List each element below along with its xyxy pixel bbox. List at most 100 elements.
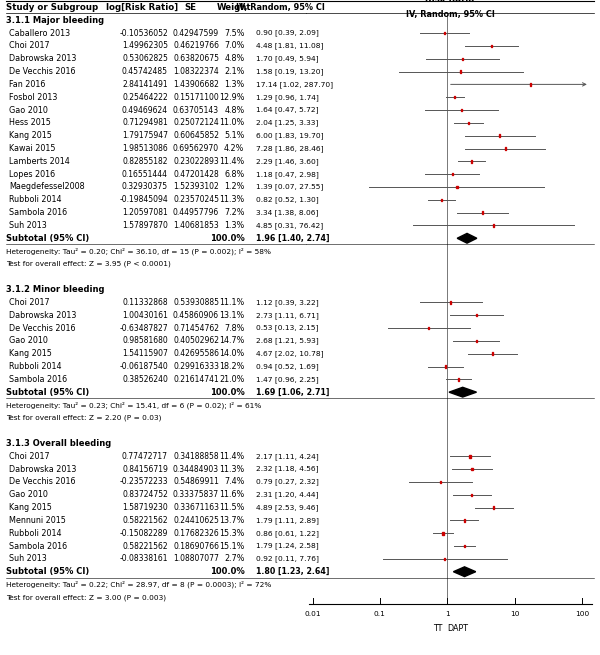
- Text: SE: SE: [185, 3, 197, 12]
- Text: 0.47201428: 0.47201428: [173, 170, 219, 179]
- Text: 17.14 [1.02, 287.70]: 17.14 [1.02, 287.70]: [257, 81, 334, 88]
- Bar: [450, 301, 451, 304]
- Text: 5.1%: 5.1%: [224, 131, 245, 140]
- Text: 1.79175947: 1.79175947: [122, 131, 168, 140]
- Text: 10: 10: [510, 611, 520, 617]
- Text: 1.98513086: 1.98513086: [122, 144, 168, 153]
- Bar: [472, 468, 473, 470]
- Bar: [441, 198, 442, 201]
- Text: 1.43906682: 1.43906682: [173, 80, 219, 89]
- Text: -0.15082289: -0.15082289: [119, 529, 168, 538]
- Text: 1.00430161: 1.00430161: [122, 310, 168, 320]
- Text: Test for overall effect: Z = 2.20 (P = 0.03): Test for overall effect: Z = 2.20 (P = 0…: [6, 415, 161, 421]
- Text: 0.46219766: 0.46219766: [173, 41, 219, 50]
- Text: 4.8%: 4.8%: [224, 105, 245, 115]
- Text: -0.63487827: -0.63487827: [119, 324, 168, 333]
- Bar: [493, 506, 494, 509]
- Text: 12.9%: 12.9%: [219, 93, 245, 102]
- Text: 1.79 [1.11, 2.89]: 1.79 [1.11, 2.89]: [257, 517, 320, 524]
- Text: 100: 100: [575, 611, 589, 617]
- Text: 0.53062825: 0.53062825: [122, 54, 168, 64]
- Bar: [491, 45, 492, 47]
- Text: 14.0%: 14.0%: [219, 349, 245, 358]
- Bar: [530, 83, 531, 86]
- Text: 0.84156719: 0.84156719: [122, 464, 168, 474]
- Text: 0.71294981: 0.71294981: [122, 119, 168, 127]
- Text: 0.69562970: 0.69562970: [173, 144, 219, 153]
- Text: 0.25072124: 0.25072124: [173, 119, 219, 127]
- Text: 0.29916333: 0.29916333: [173, 362, 219, 371]
- Text: 2.04 [1.25, 3.33]: 2.04 [1.25, 3.33]: [257, 119, 319, 126]
- Text: Fosbol 2013: Fosbol 2013: [9, 93, 58, 102]
- Text: Choi 2017: Choi 2017: [9, 41, 50, 50]
- Text: De Vecchis 2016: De Vecchis 2016: [9, 67, 76, 76]
- Text: Subtotal (95% CI): Subtotal (95% CI): [6, 234, 89, 243]
- Text: 6.00 [1.83, 19.70]: 6.00 [1.83, 19.70]: [257, 132, 324, 139]
- Text: Rubboli 2014: Rubboli 2014: [9, 529, 62, 538]
- Text: 0.01: 0.01: [304, 611, 321, 617]
- Text: 6.8%: 6.8%: [224, 170, 245, 179]
- Bar: [464, 545, 465, 548]
- Text: 3.1.1 Major bleeding: 3.1.1 Major bleeding: [6, 16, 104, 25]
- Text: 1.39 [0.07, 27.55]: 1.39 [0.07, 27.55]: [257, 183, 324, 191]
- Text: 1.29 [0.96, 1.74]: 1.29 [0.96, 1.74]: [257, 94, 319, 101]
- Text: 0.38526240: 0.38526240: [122, 375, 168, 384]
- Text: Gao 2010: Gao 2010: [9, 105, 48, 115]
- Text: Kang 2015: Kang 2015: [9, 503, 52, 512]
- Text: De Vecchis 2016: De Vecchis 2016: [9, 477, 76, 487]
- Bar: [482, 212, 483, 214]
- Text: 7.5%: 7.5%: [224, 29, 245, 37]
- Text: 0.94 [0.52, 1.69]: 0.94 [0.52, 1.69]: [257, 363, 319, 370]
- Text: 1.80 [1.23, 2.64]: 1.80 [1.23, 2.64]: [257, 567, 330, 576]
- Bar: [471, 493, 472, 496]
- Text: 0.53930885: 0.53930885: [173, 298, 219, 307]
- Text: Kawai 2015: Kawai 2015: [9, 144, 56, 153]
- Text: Gao 2010: Gao 2010: [9, 490, 48, 499]
- Text: Subtotal (95% CI): Subtotal (95% CI): [6, 567, 89, 576]
- Text: 0.25464222: 0.25464222: [122, 93, 168, 102]
- Bar: [462, 58, 463, 60]
- Bar: [454, 96, 455, 98]
- Bar: [476, 339, 477, 342]
- Text: Kang 2015: Kang 2015: [9, 131, 52, 140]
- Text: 2.7%: 2.7%: [224, 554, 245, 563]
- Text: 11.1%: 11.1%: [219, 298, 245, 307]
- Text: 0.82 [0.52, 1.30]: 0.82 [0.52, 1.30]: [257, 196, 319, 203]
- Text: 1.3%: 1.3%: [224, 80, 245, 89]
- Text: Choi 2017: Choi 2017: [9, 452, 50, 460]
- Text: 0.32930375: 0.32930375: [122, 183, 168, 191]
- Text: 0.24410625: 0.24410625: [173, 516, 219, 525]
- Text: Study or Subgroup: Study or Subgroup: [6, 3, 98, 12]
- Text: 1.54115907: 1.54115907: [122, 349, 168, 358]
- Text: 1.12 [0.39, 3.22]: 1.12 [0.39, 3.22]: [257, 299, 319, 306]
- Text: 18.2%: 18.2%: [219, 362, 245, 371]
- Text: 0.42947599: 0.42947599: [173, 29, 219, 37]
- Text: 4.67 [2.02, 10.78]: 4.67 [2.02, 10.78]: [257, 350, 324, 357]
- Text: 7.4%: 7.4%: [224, 477, 245, 487]
- Text: 1.40681853: 1.40681853: [173, 221, 219, 230]
- Text: Test for overall effect: Z = 3.95 (P < 0.0001): Test for overall effect: Z = 3.95 (P < 0…: [6, 261, 171, 267]
- Text: 0.45742485: 0.45742485: [122, 67, 168, 76]
- Text: 7.8%: 7.8%: [224, 324, 245, 333]
- Bar: [443, 32, 445, 34]
- Text: 0.40502962: 0.40502962: [173, 337, 219, 345]
- Text: 1.49962305: 1.49962305: [122, 41, 168, 50]
- Text: 0.34484903: 0.34484903: [173, 464, 219, 474]
- Text: Rubboli 2014: Rubboli 2014: [9, 195, 62, 204]
- Bar: [493, 224, 494, 227]
- Text: Caballero 2013: Caballero 2013: [9, 29, 70, 37]
- Text: 11.3%: 11.3%: [219, 464, 245, 474]
- Text: 13.1%: 13.1%: [219, 310, 245, 320]
- Text: 4.48 [1.81, 11.08]: 4.48 [1.81, 11.08]: [257, 43, 324, 49]
- Text: 2.17 [1.11, 4.24]: 2.17 [1.11, 4.24]: [257, 453, 319, 460]
- Text: Hess 2015: Hess 2015: [9, 119, 51, 127]
- Text: 0.54869911: 0.54869911: [173, 477, 219, 487]
- Bar: [428, 327, 430, 329]
- Text: 2.84141491: 2.84141491: [122, 80, 168, 89]
- Text: 0.58221562: 0.58221562: [122, 516, 168, 525]
- Polygon shape: [454, 567, 476, 576]
- Text: Sambola 2016: Sambola 2016: [9, 542, 67, 551]
- Text: Dabrowska 2013: Dabrowska 2013: [9, 464, 76, 474]
- Text: 1.69 [1.06, 2.71]: 1.69 [1.06, 2.71]: [257, 388, 330, 397]
- Text: 1.52393102: 1.52393102: [173, 183, 219, 191]
